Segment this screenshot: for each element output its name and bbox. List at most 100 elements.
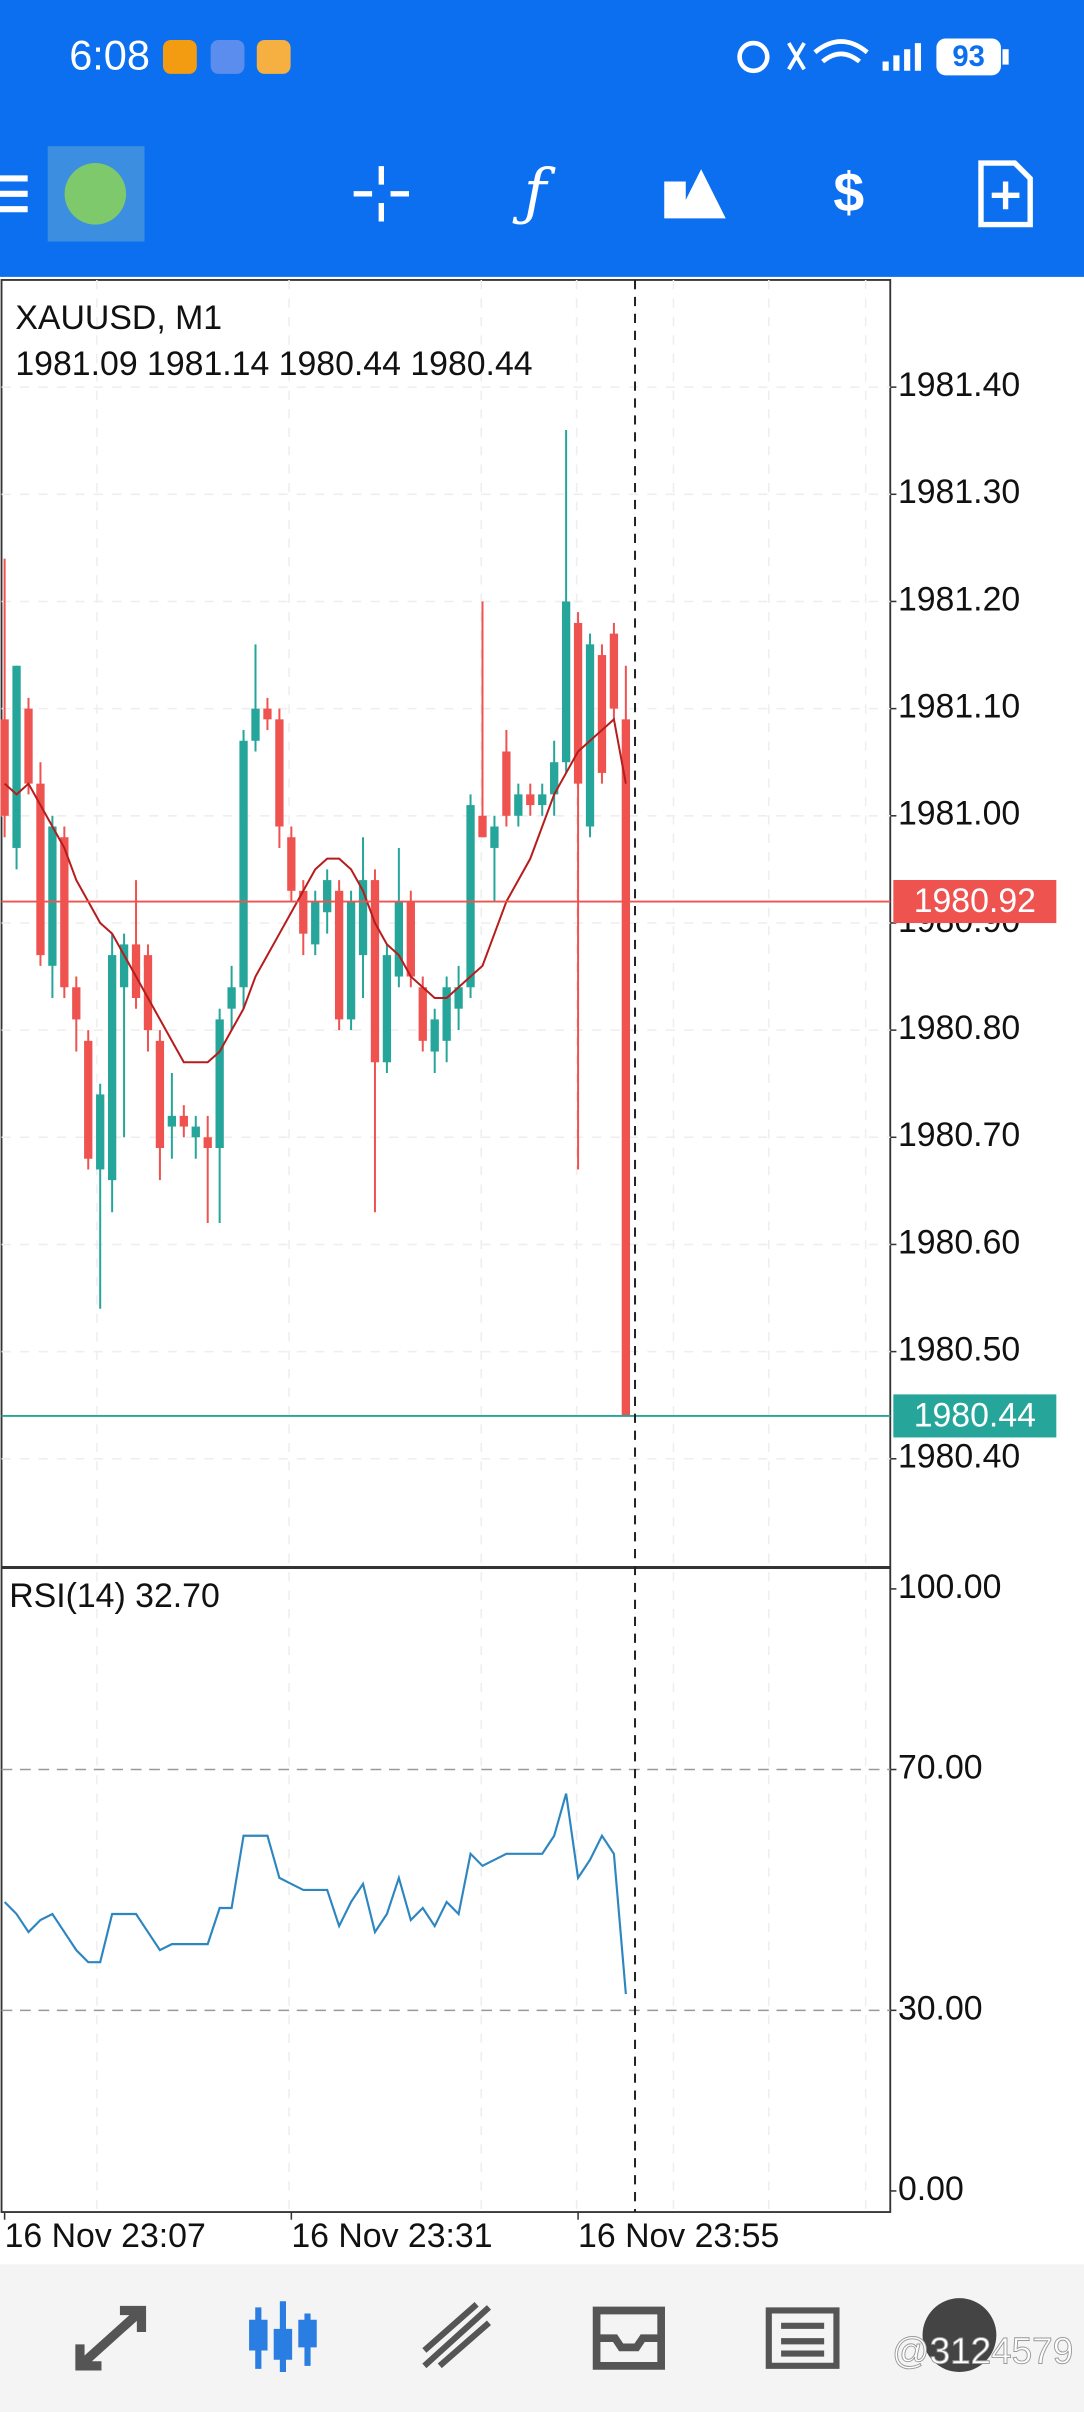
candle-body [394, 901, 404, 977]
y-tick-label: 30.00 [898, 1989, 983, 2027]
chart-tab[interactable] [249, 2319, 317, 2360]
rsi-title: RSI(14) 32.70 [9, 1577, 220, 1615]
y-tick-label: 1981.10 [898, 688, 1020, 726]
candle-body [478, 815, 487, 838]
new-order-button[interactable] [978, 160, 1033, 228]
wifi-icon [813, 39, 869, 64]
y-tick-label: 1980.70 [898, 1116, 1020, 1154]
candle-body [24, 708, 33, 784]
candle-body [119, 944, 129, 988]
candle-body [251, 708, 260, 741]
candle-body [299, 890, 308, 934]
y-tick-label: 1980.60 [898, 1223, 1020, 1261]
candle-body [72, 987, 81, 1020]
candle-body [107, 955, 117, 1181]
candle-body [442, 987, 451, 1041]
clock: 6:08 [69, 31, 150, 78]
y-tick-label: 1981.20 [898, 580, 1020, 618]
top-bar [0, 0, 1084, 277]
candle-body [179, 1115, 188, 1127]
candle-body [239, 740, 248, 988]
candle-body [609, 633, 619, 709]
candle-body [167, 1115, 177, 1127]
candle-body [514, 794, 523, 816]
y-tick-label: 70.00 [898, 1748, 983, 1786]
crosshair-button[interactable] [353, 166, 409, 222]
y-tick-label: 1980.40 [898, 1438, 1020, 1476]
candle-body [0, 719, 9, 816]
quotes-tab[interactable] [75, 2305, 147, 2371]
symbol-title: XAUUSD, M1 [15, 299, 222, 337]
candle-body [382, 955, 392, 1063]
alarm-icon [737, 40, 770, 74]
candle-body [215, 1019, 224, 1149]
candle-body [561, 601, 571, 763]
candle-body [203, 1137, 212, 1149]
candle-body [60, 837, 69, 988]
candle-body [621, 719, 631, 1416]
app-icon [210, 39, 245, 74]
news-tab[interactable] [765, 2307, 840, 2369]
candle-body [227, 987, 236, 1009]
bottom-nav [0, 2264, 1084, 2412]
candle-body [323, 880, 332, 913]
candle-body [526, 794, 535, 806]
candle-body [502, 751, 511, 816]
ohlc-readout: 1981.09 1981.14 1980.44 1980.44 [15, 345, 532, 383]
rsi-line [3, 1793, 627, 1995]
x-tick-label: 16 Nov 23:07 [5, 2217, 206, 2255]
candle-body [490, 826, 499, 848]
signal-icon [882, 43, 922, 71]
trade-tab[interactable] [422, 2302, 492, 2369]
candle-body [12, 665, 21, 848]
battery-level: 93 [952, 41, 985, 73]
y-tick-label: 1980.50 [898, 1331, 1020, 1369]
x-tick-label: 16 Nov 23:55 [578, 2217, 779, 2255]
candle-body [96, 1094, 105, 1170]
candle-body [406, 901, 415, 977]
price-tag [893, 1394, 1057, 1438]
trade-button[interactable]: $ [833, 162, 864, 224]
y-tick-label: 1981.30 [898, 473, 1020, 511]
candle-body [263, 708, 272, 720]
candle-body [287, 837, 296, 891]
candle-body [334, 890, 344, 1020]
app-icon [256, 39, 291, 74]
candle-body [191, 1126, 200, 1138]
price-tag [893, 879, 1057, 924]
messages-tab[interactable] [922, 2298, 997, 2373]
app-icon [162, 39, 197, 74]
y-tick-label: 1980.80 [898, 1009, 1020, 1047]
candle-body [418, 987, 427, 1041]
candle-body [131, 944, 141, 998]
candle-body [346, 901, 356, 1020]
y-tick-label: 1981.40 [898, 366, 1020, 404]
candle-body [597, 655, 607, 773]
battery-icon [936, 38, 1001, 76]
candle-body [585, 644, 595, 827]
candle-body [573, 622, 583, 784]
candle-body [143, 955, 153, 1031]
app-logo-mark [64, 163, 127, 225]
candle-body [84, 1040, 93, 1159]
plot: 1980.92 1980.44 [0, 429, 1057, 1995]
objects-button[interactable] [664, 169, 726, 219]
candle-body [538, 794, 547, 806]
candle-body [550, 762, 559, 795]
candle-body [430, 1019, 439, 1052]
candle-body [454, 987, 463, 1009]
price-tag-label: 1980.44 [914, 1396, 1036, 1434]
candle-body [311, 901, 320, 945]
moving-average [3, 717, 627, 1064]
candle-body [155, 1040, 165, 1149]
candle-body [370, 880, 380, 1063]
candle-body [275, 719, 284, 827]
y-tick-label: 0.00 [898, 2170, 964, 2208]
price-tag-label: 1980.92 [914, 882, 1036, 920]
chart-frame [0, 279, 892, 2213]
y-tick-label: 1981.00 [898, 795, 1020, 833]
history-tab[interactable] [592, 2306, 666, 2370]
menu-button[interactable] [0, 175, 28, 213]
